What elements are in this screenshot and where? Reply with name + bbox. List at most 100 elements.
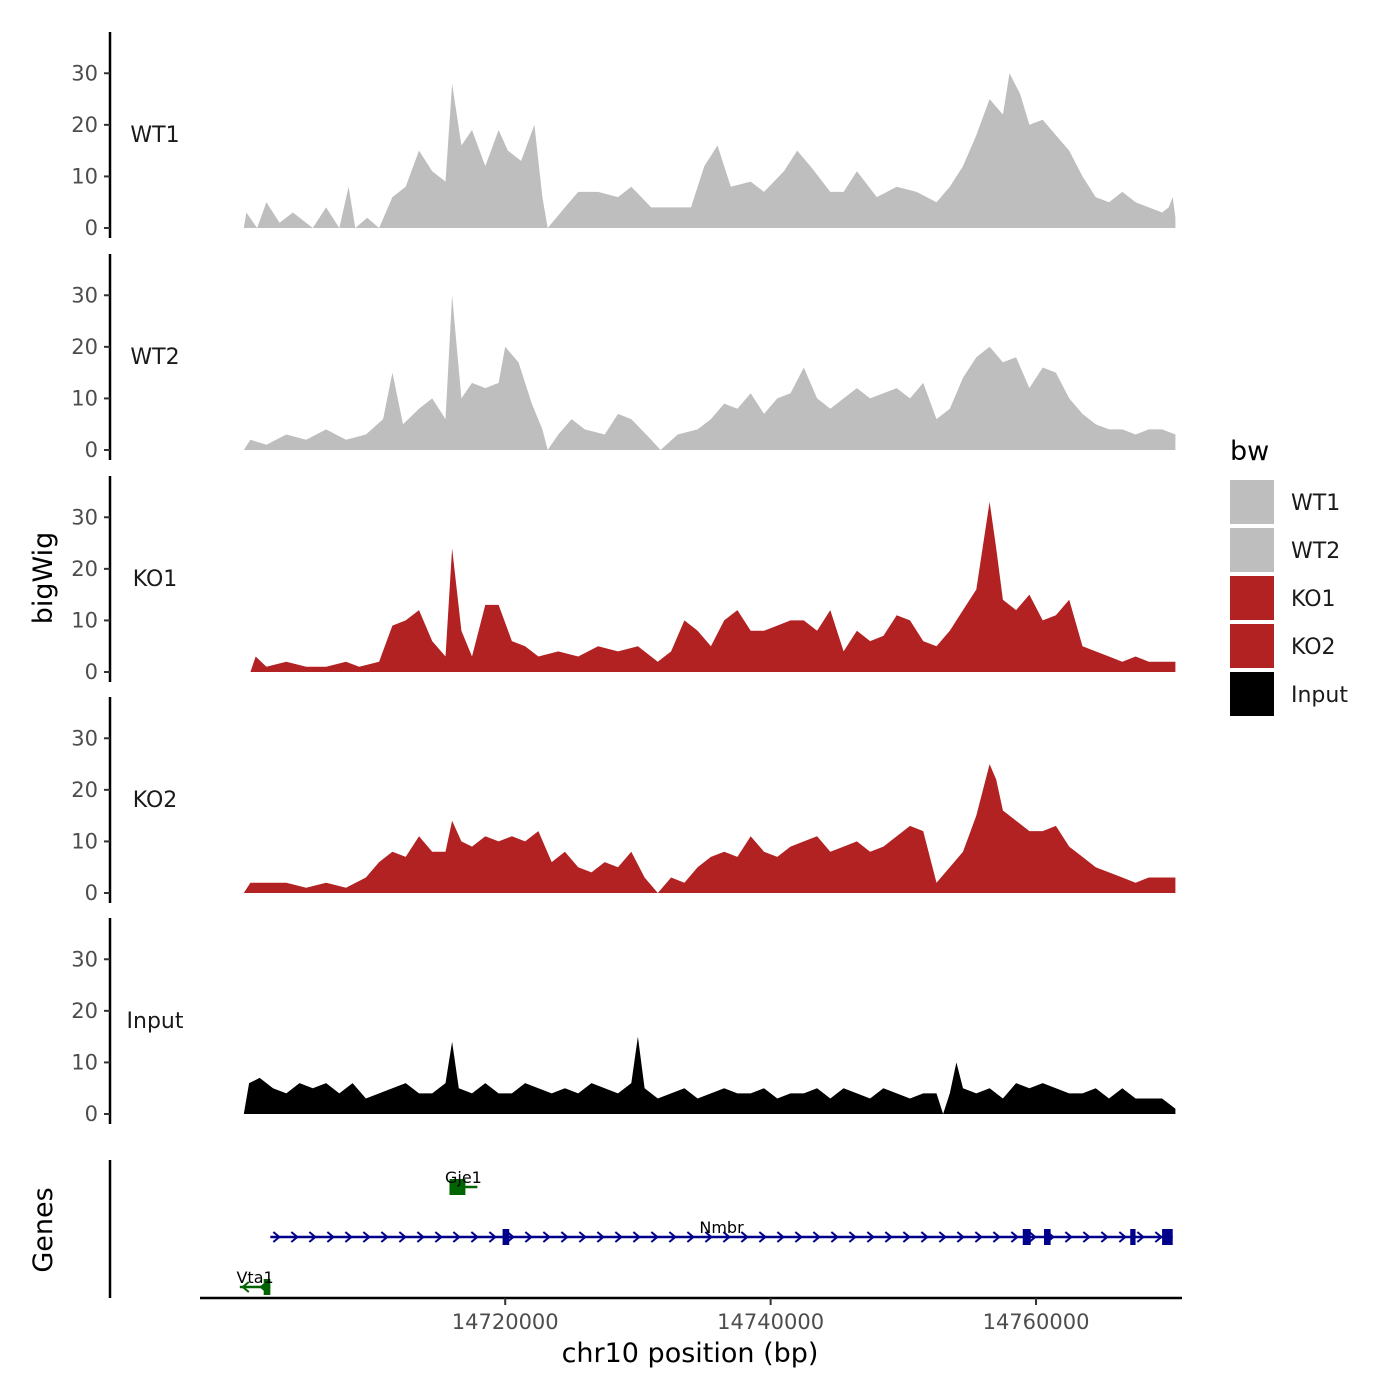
strand-chevron (848, 1231, 857, 1243)
track-label: Input (127, 1009, 184, 1034)
strand-chevron (614, 1231, 623, 1243)
legend-label: Input (1291, 683, 1348, 708)
strand-chevron (830, 1231, 839, 1243)
strand-chevron (398, 1231, 407, 1243)
strand-chevron (650, 1231, 659, 1243)
strand-chevron (992, 1231, 1001, 1243)
strand-chevron (434, 1231, 443, 1243)
y-tick-label: 10 (71, 1050, 98, 1074)
y-tick-label: 20 (71, 778, 98, 802)
legend-key-Input (1230, 672, 1274, 716)
coverage-area-KO2 (243, 764, 1176, 893)
strand-chevron (974, 1231, 983, 1243)
track-label: KO1 (133, 567, 178, 592)
y-tick-label: 0 (85, 438, 98, 462)
track-WT1: 0 10 20 30 WT1 (71, 32, 1176, 240)
x-tick-label: 14740000 (717, 1310, 824, 1334)
strand-chevron (1118, 1231, 1127, 1243)
x-tick-label: 14720000 (452, 1310, 559, 1334)
genes-axis-title: Genes (28, 1187, 59, 1272)
y-tick-label: 20 (71, 999, 98, 1023)
x-tick-label: 14760000 (983, 1310, 1090, 1334)
legend-title: bw (1230, 436, 1269, 467)
strand-chevron (596, 1231, 605, 1243)
exon (1022, 1229, 1031, 1245)
y-tick-label: 10 (71, 829, 98, 853)
strand-chevron (704, 1231, 713, 1243)
y-tick-label: 20 (71, 557, 98, 581)
gene-label: Vta1 (236, 1268, 273, 1287)
strand-chevron (740, 1231, 749, 1243)
legend-label: KO2 (1291, 635, 1336, 660)
strand-chevron (1154, 1231, 1163, 1243)
strand-chevron (416, 1231, 425, 1243)
strand-chevron (1100, 1231, 1109, 1243)
track-WT2: 0 10 20 30 WT2 (71, 254, 1176, 462)
gene-label: Gje1 (445, 1168, 482, 1187)
y-tick-label: 30 (71, 505, 98, 529)
y-tick-label: 20 (71, 113, 98, 137)
strand-chevron (452, 1231, 461, 1243)
legend-label: KO1 (1291, 587, 1336, 612)
y-tick-label: 10 (71, 386, 98, 410)
exon (1043, 1229, 1051, 1245)
y-tick-label: 0 (85, 660, 98, 684)
strand-chevron (686, 1231, 695, 1243)
strand-chevron (542, 1231, 551, 1243)
strand-chevron (241, 1281, 250, 1293)
track-label: WT1 (130, 123, 179, 148)
x-axis-title: chr10 position (bp) (562, 1338, 819, 1369)
legend: bw WT1 WT2 KO1 KO2 Input (1230, 436, 1348, 716)
legend-key-KO2 (1230, 624, 1274, 668)
strand-chevron (938, 1231, 947, 1243)
strand-chevron (956, 1231, 965, 1243)
strand-chevron (524, 1231, 533, 1243)
legend-key-KO1 (1230, 576, 1274, 620)
exon (1130, 1229, 1136, 1245)
y-tick-label: 0 (85, 881, 98, 905)
coverage-area-WT2 (243, 295, 1176, 450)
strand-chevron (920, 1231, 929, 1243)
strand-chevron (506, 1231, 515, 1243)
strand-chevron (722, 1231, 731, 1243)
y-tick-label: 0 (85, 1102, 98, 1126)
legend-key-WT2 (1230, 528, 1274, 572)
exon (502, 1229, 510, 1245)
strand-chevron (344, 1231, 353, 1243)
legend-label: WT1 (1291, 491, 1340, 516)
legend-key-WT1 (1230, 480, 1274, 524)
track-Input: 0 10 20 30 Input (71, 918, 1176, 1126)
track-label: KO2 (133, 788, 178, 813)
strand-chevron (866, 1231, 875, 1243)
strand-chevron (1064, 1231, 1073, 1243)
y-tick-label: 30 (71, 61, 98, 85)
gene-Gje1: Gje1 (445, 1168, 482, 1195)
y-tick-label: 20 (71, 335, 98, 359)
exon (449, 1179, 466, 1195)
strand-chevron (272, 1231, 281, 1243)
coverage-area-KO1 (250, 501, 1176, 672)
strand-chevron (362, 1231, 371, 1243)
y-tick-label: 30 (71, 947, 98, 971)
y-tick-label: 10 (71, 164, 98, 188)
track-KO2: 0 10 20 30 KO2 (71, 697, 1176, 905)
coverage-area-WT1 (243, 73, 1176, 228)
strand-chevron (578, 1231, 587, 1243)
strand-chevron (812, 1231, 821, 1243)
coverage-tracks: 0 10 20 30 WT1 0 10 20 30 WT2 0 10 20 30 KO1 0 10 20 30 KO2… (71, 32, 1176, 1126)
strand-chevron (326, 1231, 335, 1243)
legend-label: WT2 (1291, 539, 1340, 564)
strand-chevron (668, 1231, 677, 1243)
strand-chevron (776, 1231, 785, 1243)
x-axis: 14720000 14740000 14760000 (200, 1296, 1182, 1334)
gene-Nmbr: Nmbr (270, 1218, 1173, 1245)
strand-chevron (1136, 1231, 1145, 1243)
strand-chevron (1028, 1231, 1037, 1243)
strand-chevron (560, 1231, 569, 1243)
y-tick-label: 10 (71, 608, 98, 632)
strand-chevron (1082, 1231, 1091, 1243)
track-KO1: 0 10 20 30 KO1 (71, 476, 1176, 684)
y-tick-label: 30 (71, 283, 98, 307)
strand-chevron (794, 1231, 803, 1243)
strand-chevron (902, 1231, 911, 1243)
